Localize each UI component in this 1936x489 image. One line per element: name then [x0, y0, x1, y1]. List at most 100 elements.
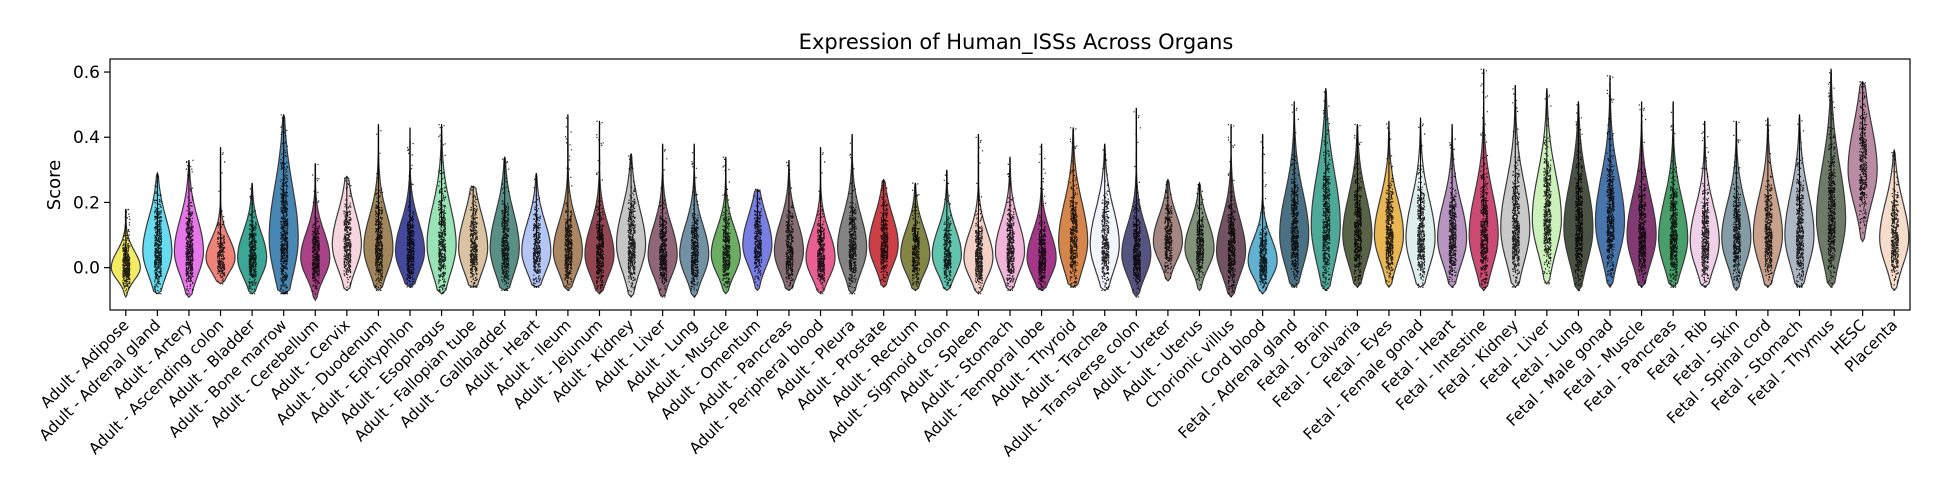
- violin-points: [217, 152, 226, 285]
- violin-points: [1417, 123, 1426, 288]
- violin-group: [1247, 133, 1278, 295]
- violin-points: [1164, 184, 1173, 282]
- violin-group: [1121, 107, 1152, 298]
- violin-points: [1638, 103, 1647, 288]
- violin-points: [374, 130, 384, 291]
- violin-points: [185, 159, 194, 298]
- violin-group: [584, 120, 615, 295]
- violin-points: [501, 158, 510, 291]
- violin-points: [1132, 111, 1141, 298]
- violin-group: [173, 159, 205, 298]
- violin-group: [331, 175, 362, 292]
- violin-group: [1626, 101, 1657, 289]
- violin-group: [1152, 178, 1183, 282]
- violin-points: [1322, 91, 1331, 291]
- violin-points: [1227, 124, 1236, 297]
- violin-group: [142, 171, 173, 295]
- violin-points: [1196, 184, 1205, 286]
- violin-group: [679, 143, 710, 298]
- y-tick-label: 0.0: [73, 259, 100, 279]
- violin-group: [1026, 143, 1057, 292]
- violin-group: [1563, 101, 1594, 292]
- violin-group: [1531, 88, 1563, 285]
- violin-group: [1405, 117, 1436, 288]
- y-tick-label: 0.4: [73, 128, 100, 148]
- violin-group: [1594, 75, 1626, 289]
- violin-group: [1184, 181, 1215, 292]
- violin-points: [564, 117, 573, 291]
- violin-group: [489, 156, 520, 292]
- violin-group: [1373, 120, 1404, 289]
- violin-group: [552, 114, 584, 292]
- violin-points: [1764, 119, 1773, 288]
- violin-group: [1057, 127, 1089, 288]
- violin-points: [248, 188, 257, 295]
- violin-points: [1385, 122, 1394, 287]
- violin-points: [1006, 163, 1015, 291]
- violin-group: [1815, 68, 1847, 289]
- violin-points: [406, 142, 415, 288]
- violin-group: [963, 133, 994, 295]
- violin-group: [994, 156, 1026, 292]
- violin-group: [236, 182, 268, 295]
- violin-group: [868, 178, 899, 289]
- violin-points: [1038, 146, 1047, 291]
- violin-points: [1796, 120, 1805, 288]
- violin-group: [805, 146, 836, 295]
- y-tick-label: 0.2: [73, 193, 100, 213]
- violin-group: [615, 153, 647, 298]
- violin-group: [110, 208, 141, 299]
- violin-points: [1732, 120, 1741, 289]
- violin-group: [1879, 148, 1910, 292]
- violin-group: [1436, 124, 1468, 289]
- violin-points: [722, 156, 731, 288]
- violin-group: [300, 163, 331, 302]
- violin-points: [785, 161, 794, 291]
- violin-points: [343, 177, 352, 291]
- violin-group: [1215, 124, 1247, 298]
- violin-points: [690, 152, 699, 298]
- violin-points: [1511, 86, 1520, 288]
- violin-group: [1752, 117, 1783, 289]
- violin-group: [1500, 85, 1531, 289]
- violin-group: [1468, 68, 1499, 292]
- violin-group: [426, 124, 457, 295]
- violin-group: [521, 172, 552, 288]
- plot-area: [110, 68, 1910, 302]
- violin-group: [1689, 120, 1720, 288]
- violin-group: [1342, 123, 1373, 289]
- violin-group: [1279, 101, 1310, 289]
- violin-group: [457, 185, 489, 288]
- violin-points: [943, 170, 952, 289]
- violin-group: [1657, 101, 1689, 289]
- violin-group: [1310, 88, 1341, 292]
- violin-group: [931, 169, 963, 292]
- violin-group: [647, 143, 678, 298]
- violin-points: [848, 142, 857, 295]
- violin-points: [974, 136, 984, 295]
- violin-points: [469, 185, 478, 288]
- violin-group: [363, 124, 394, 292]
- y-tick-label: 0.6: [73, 63, 100, 83]
- violin-group: [837, 133, 868, 295]
- violin-points: [659, 149, 668, 298]
- violin-group: [1847, 80, 1878, 243]
- violin-points: [753, 188, 763, 286]
- violin-group: [900, 182, 931, 292]
- violin-group: [710, 156, 741, 295]
- violin-points: [1890, 151, 1899, 290]
- violin-group: [773, 160, 805, 292]
- violin-group: [394, 127, 426, 288]
- chart-title: Expression of Human_ISSs Across Organs: [799, 30, 1234, 55]
- violin-points: [438, 124, 447, 295]
- violin-points: [280, 114, 289, 295]
- violin-points: [880, 180, 889, 287]
- violin-group: [1721, 120, 1752, 292]
- y-axis-label: Score: [44, 160, 65, 210]
- violin-group: [268, 114, 299, 295]
- violin-points: [1543, 94, 1552, 285]
- violin-group: [742, 188, 773, 292]
- violin-group: [1089, 143, 1120, 292]
